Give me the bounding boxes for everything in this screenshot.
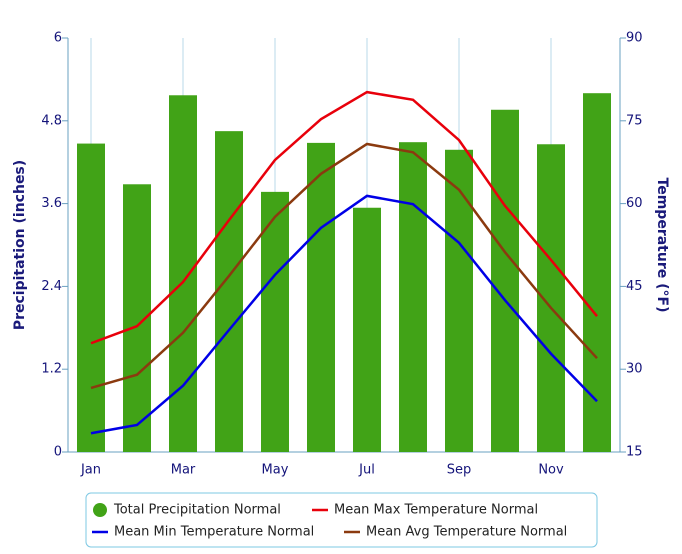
bar: [215, 131, 243, 452]
y2-tick-label: 90: [626, 31, 643, 46]
legend-label: Mean Min Temperature Normal: [114, 525, 314, 540]
bar: [261, 191, 289, 452]
bar: [353, 207, 381, 452]
bar: [307, 142, 335, 452]
legend-swatch: [93, 503, 107, 517]
bar: [583, 93, 611, 452]
legend-label: Mean Avg Temperature Normal: [366, 525, 567, 540]
x-tick-label: Mar: [171, 463, 196, 478]
y2-tick-label: 45: [626, 279, 643, 294]
y-tick-label: 0: [54, 445, 62, 460]
bar: [537, 144, 565, 452]
bar: [445, 149, 473, 452]
x-tick-label: Nov: [538, 463, 564, 478]
line: [90, 142, 598, 390]
x-tick-label: Sep: [447, 463, 472, 478]
x-tick-label: Jul: [358, 463, 375, 478]
bar: [399, 142, 427, 452]
y2-tick-label: 15: [626, 445, 643, 460]
x-tick-label: Jan: [80, 463, 101, 478]
bar: [491, 109, 519, 452]
y2-tick-label: 75: [626, 113, 643, 128]
y2-tick-label: 30: [626, 362, 643, 377]
legend-box: [85, 492, 598, 548]
x-tick-label: May: [262, 463, 289, 478]
y-tick-label: 2.4: [41, 279, 62, 294]
legend-label: Total Precipitation Normal: [113, 503, 281, 518]
bar: [169, 95, 197, 453]
y2-tick-label: 60: [626, 196, 643, 211]
y2-axis-title: Temperature (°F): [654, 178, 670, 313]
bar: [77, 143, 105, 452]
y-tick-label: 3.6: [41, 196, 62, 211]
line: [90, 194, 598, 435]
y-tick-label: 4.8: [41, 113, 62, 128]
line: [90, 90, 598, 345]
y-axis-title: Precipitation (inches): [12, 160, 28, 330]
y-tick-label: 6: [54, 31, 62, 46]
legend-label: Mean Max Temperature Normal: [334, 503, 538, 518]
y-tick-label: 1.2: [41, 362, 62, 377]
